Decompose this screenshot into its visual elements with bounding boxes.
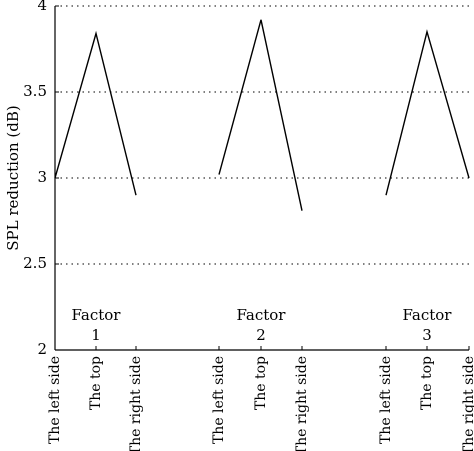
x-category-label: The top	[419, 356, 435, 410]
y-axis-title: SPL reduction (dB)	[4, 105, 22, 250]
series	[54, 19, 470, 211]
group-number: 3	[422, 326, 432, 344]
x-category-label: The top	[253, 356, 269, 410]
y-tick-label: 3.5	[23, 82, 47, 100]
y-tick-label: 3	[37, 168, 47, 186]
group-number: 1	[91, 326, 101, 344]
x-category-label: The left side	[47, 356, 63, 444]
axes	[54, 5, 470, 351]
x-category-label: The left side	[378, 356, 394, 444]
x-category-label: The right side	[128, 356, 144, 451]
x-category-label: The top	[88, 356, 104, 410]
series-line-factor-2	[218, 19, 303, 211]
x-category-label: The right side	[294, 356, 310, 451]
x-category-label: The left side	[211, 356, 227, 444]
y-tick-label: 2	[37, 340, 47, 358]
y-tick-labels: 2 2.5 3 3.5 4	[23, 0, 47, 358]
x-category-labels: The left side The top The right side The le…	[47, 356, 474, 451]
series-line-factor-3	[385, 29, 470, 196]
group-label: Factor	[72, 306, 122, 324]
group-label: Factor	[237, 306, 287, 324]
y-tick-label: 4	[37, 0, 47, 14]
group-number: 2	[256, 326, 266, 344]
grid-lines	[55, 5, 469, 265]
y-tick-label: 2.5	[23, 254, 47, 272]
series-line-factor-1	[54, 30, 137, 196]
group-label: Factor	[403, 306, 453, 324]
x-category-label: The right side	[461, 356, 474, 451]
group-labels: Factor 1 Factor 2 Factor 3	[72, 306, 453, 344]
